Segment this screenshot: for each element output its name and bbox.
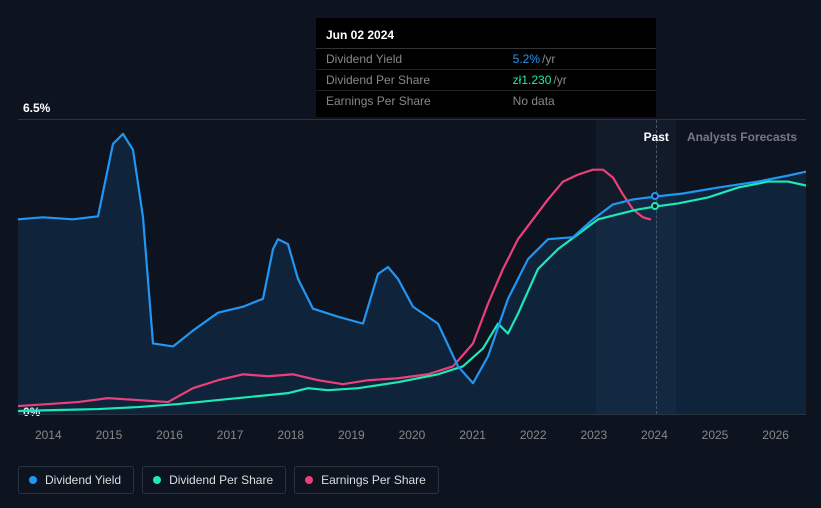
legend-item[interactable]: Dividend Per Share: [142, 466, 286, 494]
chart-plot[interactable]: [18, 119, 806, 415]
chart-area: 6.5% 0%: [18, 105, 806, 415]
legend-label: Dividend Per Share: [169, 473, 273, 487]
tooltip-row-label: Earnings Per Share: [326, 94, 513, 108]
series-marker: [651, 202, 659, 210]
x-axis-tick: 2014: [18, 428, 79, 448]
tooltip-date: Jun 02 2024: [316, 24, 656, 49]
x-axis-tick: 2024: [624, 428, 685, 448]
tooltip-row: Dividend Yield5.2%/yr: [316, 49, 656, 70]
x-axis-tick: 2015: [79, 428, 140, 448]
tooltip-row-label: Dividend Per Share: [326, 73, 513, 87]
tooltip-row-value: No data: [513, 94, 646, 108]
legend-item[interactable]: Earnings Per Share: [294, 466, 439, 494]
x-axis-tick: 2016: [139, 428, 200, 448]
x-axis-tick: 2022: [503, 428, 564, 448]
tooltip-row: Dividend Per Sharezł1.230/yr: [316, 70, 656, 91]
legend-dot-icon: [305, 476, 313, 484]
forecast-label: Analysts Forecasts: [687, 130, 797, 144]
x-axis-tick: 2025: [685, 428, 746, 448]
legend-label: Dividend Yield: [45, 473, 121, 487]
x-axis-tick: 2017: [200, 428, 261, 448]
past-label: Past: [644, 130, 669, 144]
legend: Dividend Yield Dividend Per Share Earnings…: [18, 466, 439, 494]
legend-item[interactable]: Dividend Yield: [18, 466, 134, 494]
x-axis-tick: 2018: [260, 428, 321, 448]
series-marker: [651, 192, 659, 200]
x-axis-tick: 2019: [321, 428, 382, 448]
legend-dot-icon: [153, 476, 161, 484]
legend-dot-icon: [29, 476, 37, 484]
x-axis: 2014201520162017201820192020202120222023…: [18, 428, 806, 448]
tooltip-row-label: Dividend Yield: [326, 52, 513, 66]
legend-label: Earnings Per Share: [321, 473, 426, 487]
x-axis-tick: 2026: [745, 428, 806, 448]
x-axis-tick: 2023: [563, 428, 624, 448]
hover-line: [656, 120, 657, 414]
hover-tooltip: Jun 02 2024 Dividend Yield5.2%/yrDividen…: [316, 18, 656, 117]
y-axis-max: 6.5%: [23, 101, 50, 115]
tooltip-row: Earnings Per ShareNo data: [316, 91, 656, 111]
section-labels: Past Analysts Forecasts: [644, 130, 797, 144]
tooltip-row-value: 5.2%/yr: [513, 52, 646, 66]
x-axis-tick: 2021: [442, 428, 503, 448]
tooltip-row-value: zł1.230/yr: [513, 73, 646, 87]
x-axis-tick: 2020: [382, 428, 443, 448]
